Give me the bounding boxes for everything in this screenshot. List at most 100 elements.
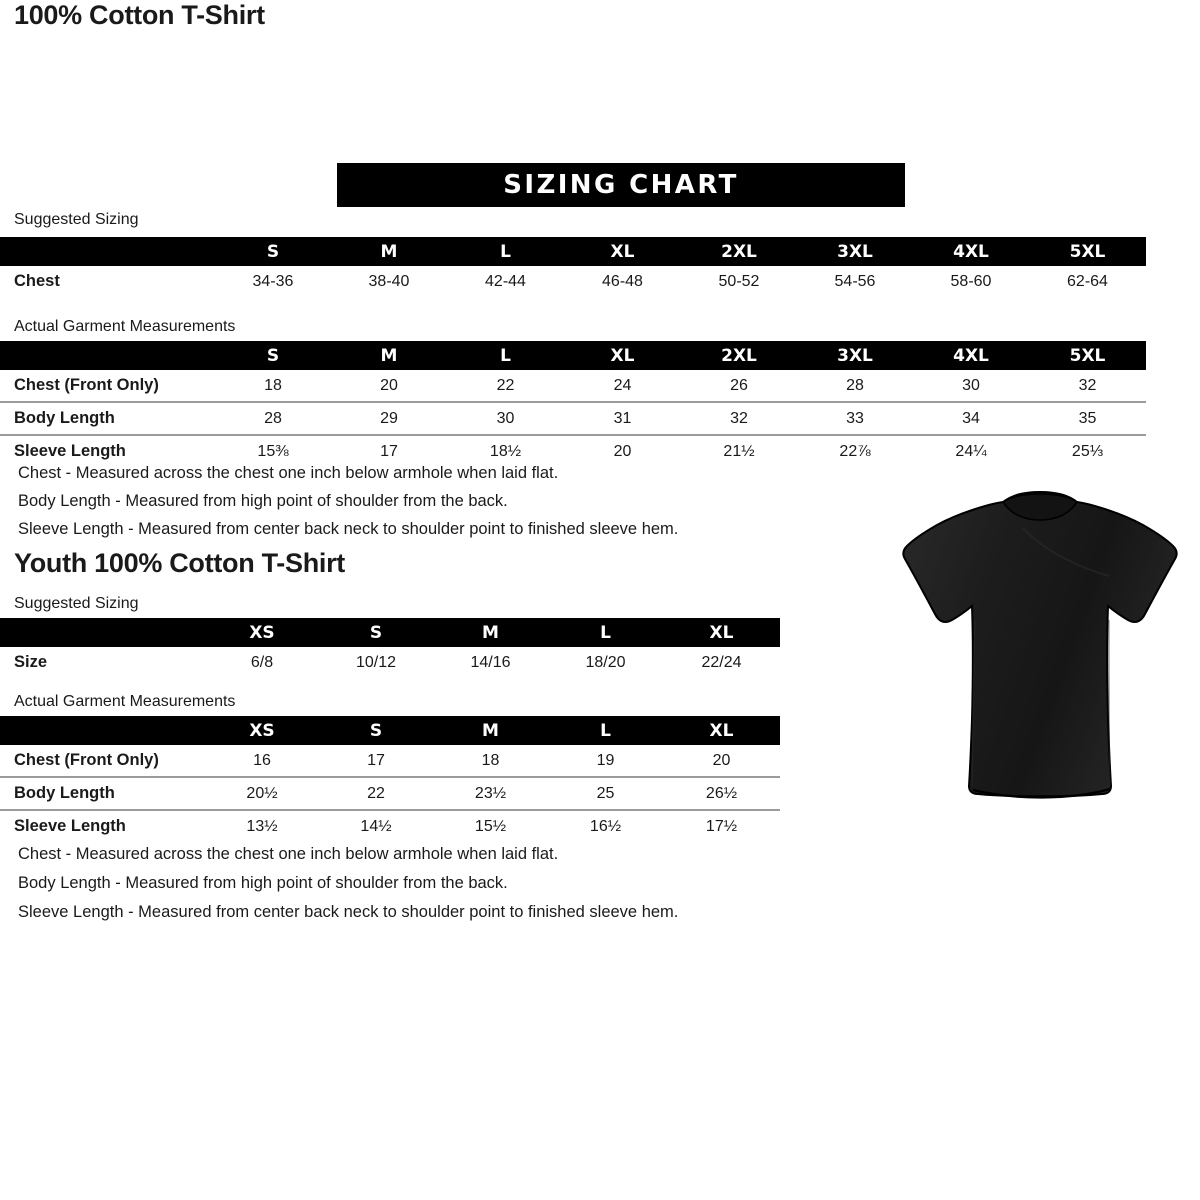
row-label-chest-front-only: Chest (Front Only) xyxy=(0,745,205,778)
col-head-l: L xyxy=(500,345,511,366)
shirt-chest-crease xyxy=(1022,527,1110,577)
col-head-m: M xyxy=(482,720,499,741)
col-head-m: M xyxy=(380,345,398,366)
shirt-hem xyxy=(972,787,1111,799)
cell-chestfront-xl: 20 xyxy=(663,745,780,778)
table-header-row: XS S M L XL xyxy=(0,716,780,745)
cell-sleeve-m: 15½ xyxy=(474,817,507,835)
col-head-rowlabel xyxy=(0,716,205,745)
col-head-rowlabel xyxy=(0,341,215,370)
t-shirt-illustration xyxy=(895,480,1185,810)
cell-bodylength-s: 22 xyxy=(319,777,433,811)
youth-suggested-caption: Suggested Sizing xyxy=(14,595,139,612)
table-row: Chest (Front Only) 18 20 22 24 26 28 30 … xyxy=(0,370,1146,403)
cell-chest-s: 34-36 xyxy=(252,272,294,290)
cell-chestfront-m: 20 xyxy=(331,370,447,403)
youth-suggested-table: XS S M L XL Size 6/8 10/12 14/16 18/20 2… xyxy=(0,618,780,678)
cell-bodylength-m: 23½ xyxy=(433,777,548,811)
adult-note-body-length: Body Length - Measured from high point o… xyxy=(18,492,508,510)
cell-sleeve-4xl: 24¼ xyxy=(955,442,987,460)
row-label-sleeve-length: Sleeve Length xyxy=(14,442,126,460)
cell-chestfront-l: 19 xyxy=(548,745,663,778)
col-head-xs: XS xyxy=(249,720,275,741)
cell-sleeve-xl: 20 xyxy=(613,442,632,460)
row-label-body-length: Body Length xyxy=(0,777,205,811)
cell-sleeve-l: 16½ xyxy=(589,817,622,835)
col-head-xl: XL xyxy=(610,241,635,262)
table-row: Size 6/8 10/12 14/16 18/20 22/24 xyxy=(0,647,780,678)
row-label-sleeve-length: Sleeve Length xyxy=(14,817,126,835)
sizing-chart-banner: SIZING CHART xyxy=(337,163,905,207)
adult-note-chest: Chest - Measured across the chest one in… xyxy=(18,464,559,482)
cell-size-xl: 22/24 xyxy=(701,653,742,671)
table-row: Chest 34-36 38-40 42-44 46-48 50-52 54-5… xyxy=(0,266,1146,297)
cell-chestfront-m: 18 xyxy=(433,745,548,778)
cell-bodylength-5xl: 35 xyxy=(1029,402,1146,436)
cell-bodylength-l: 25 xyxy=(548,777,663,811)
col-head-l: L xyxy=(600,720,611,741)
cell-sleeve-3xl: 22⅞ xyxy=(839,442,871,460)
col-head-xs: XS xyxy=(249,622,275,643)
youth-actual-table: XS S M L XL Chest (Front Only) 16 17 18 … xyxy=(0,716,780,842)
cell-size-l: 18/20 xyxy=(585,653,626,671)
col-head-2xl: 2XL xyxy=(721,345,757,366)
table-row: Body Length 20½ 22 23½ 25 26½ xyxy=(0,777,780,811)
cell-chest-l: 42-44 xyxy=(485,272,526,290)
banner-title: SIZING CHART xyxy=(503,170,739,200)
table-row: Body Length 28 29 30 31 32 33 34 35 xyxy=(0,402,1146,436)
cell-chestfront-s: 18 xyxy=(215,370,331,403)
adult-actual-caption: Actual Garment Measurements xyxy=(14,318,236,335)
cell-sleeve-l: 18½ xyxy=(489,442,522,460)
shirt-left-fold xyxy=(971,619,976,787)
cell-sleeve-m: 17 xyxy=(380,442,398,460)
cell-size-s: 10/12 xyxy=(355,653,397,671)
cell-bodylength-xl: 26½ xyxy=(663,777,780,811)
adult-actual-table: S M L XL 2XL 3XL 4XL 5XL Chest (Front On… xyxy=(0,341,1146,467)
col-head-4xl: 4XL xyxy=(953,241,989,262)
cell-bodylength-4xl: 34 xyxy=(913,402,1029,436)
cell-bodylength-2xl: 32 xyxy=(681,402,797,436)
cell-size-m: 14/16 xyxy=(470,653,511,671)
col-head-l: L xyxy=(500,241,511,262)
row-label-chest-front-only: Chest (Front Only) xyxy=(0,370,215,403)
col-head-xl: XL xyxy=(610,345,635,366)
cell-chest-xl: 46-48 xyxy=(602,272,643,290)
page-title: 100% Cotton T-Shirt xyxy=(14,0,265,30)
cell-chestfront-5xl: 32 xyxy=(1029,370,1146,403)
adult-note-sleeve-length: Sleeve Length - Measured from center bac… xyxy=(18,520,679,538)
cell-sleeve-xs: 13½ xyxy=(246,817,278,835)
col-head-s: S xyxy=(266,345,280,366)
col-head-s: S xyxy=(369,720,383,741)
cell-chestfront-l: 22 xyxy=(447,370,564,403)
col-head-xl: XL xyxy=(709,622,734,643)
youth-section-title: Youth 100% Cotton T-Shirt xyxy=(14,548,345,578)
col-head-4xl: 4XL xyxy=(953,345,989,366)
col-head-s: S xyxy=(266,241,280,262)
cell-bodylength-xl: 31 xyxy=(564,402,681,436)
cell-chest-4xl: 58-60 xyxy=(950,272,992,290)
col-head-rowlabel xyxy=(0,618,205,647)
cell-sleeve-2xl: 21½ xyxy=(723,442,755,460)
cell-chest-m: 38-40 xyxy=(368,272,410,290)
cell-bodylength-xs: 20½ xyxy=(205,777,319,811)
cell-size-xs: 6/8 xyxy=(250,653,274,671)
shirt-collar-shape xyxy=(1001,493,1079,521)
cell-bodylength-s: 28 xyxy=(215,402,331,436)
row-label-size: Size xyxy=(14,653,48,671)
cell-chestfront-4xl: 30 xyxy=(913,370,1029,403)
youth-note-chest: Chest - Measured across the chest one in… xyxy=(18,845,559,863)
col-head-m: M xyxy=(482,622,499,643)
cell-bodylength-l: 30 xyxy=(447,402,564,436)
cell-chest-3xl: 54-56 xyxy=(834,272,876,290)
t-shirt-icon xyxy=(902,490,1178,799)
cell-chest-5xl: 62-64 xyxy=(1067,272,1108,290)
col-head-s: S xyxy=(369,622,383,643)
cell-sleeve-5xl: 25⅓ xyxy=(1071,442,1104,460)
col-head-5xl: 5XL xyxy=(1069,345,1106,366)
col-head-rowlabel xyxy=(0,237,215,266)
youth-actual-caption: Actual Garment Measurements xyxy=(14,693,236,710)
col-head-xl: XL xyxy=(709,720,734,741)
adult-suggested-table: S M L XL 2XL 3XL 4XL 5XL Chest 34-36 38-… xyxy=(0,237,1146,297)
col-head-l: L xyxy=(600,622,611,643)
